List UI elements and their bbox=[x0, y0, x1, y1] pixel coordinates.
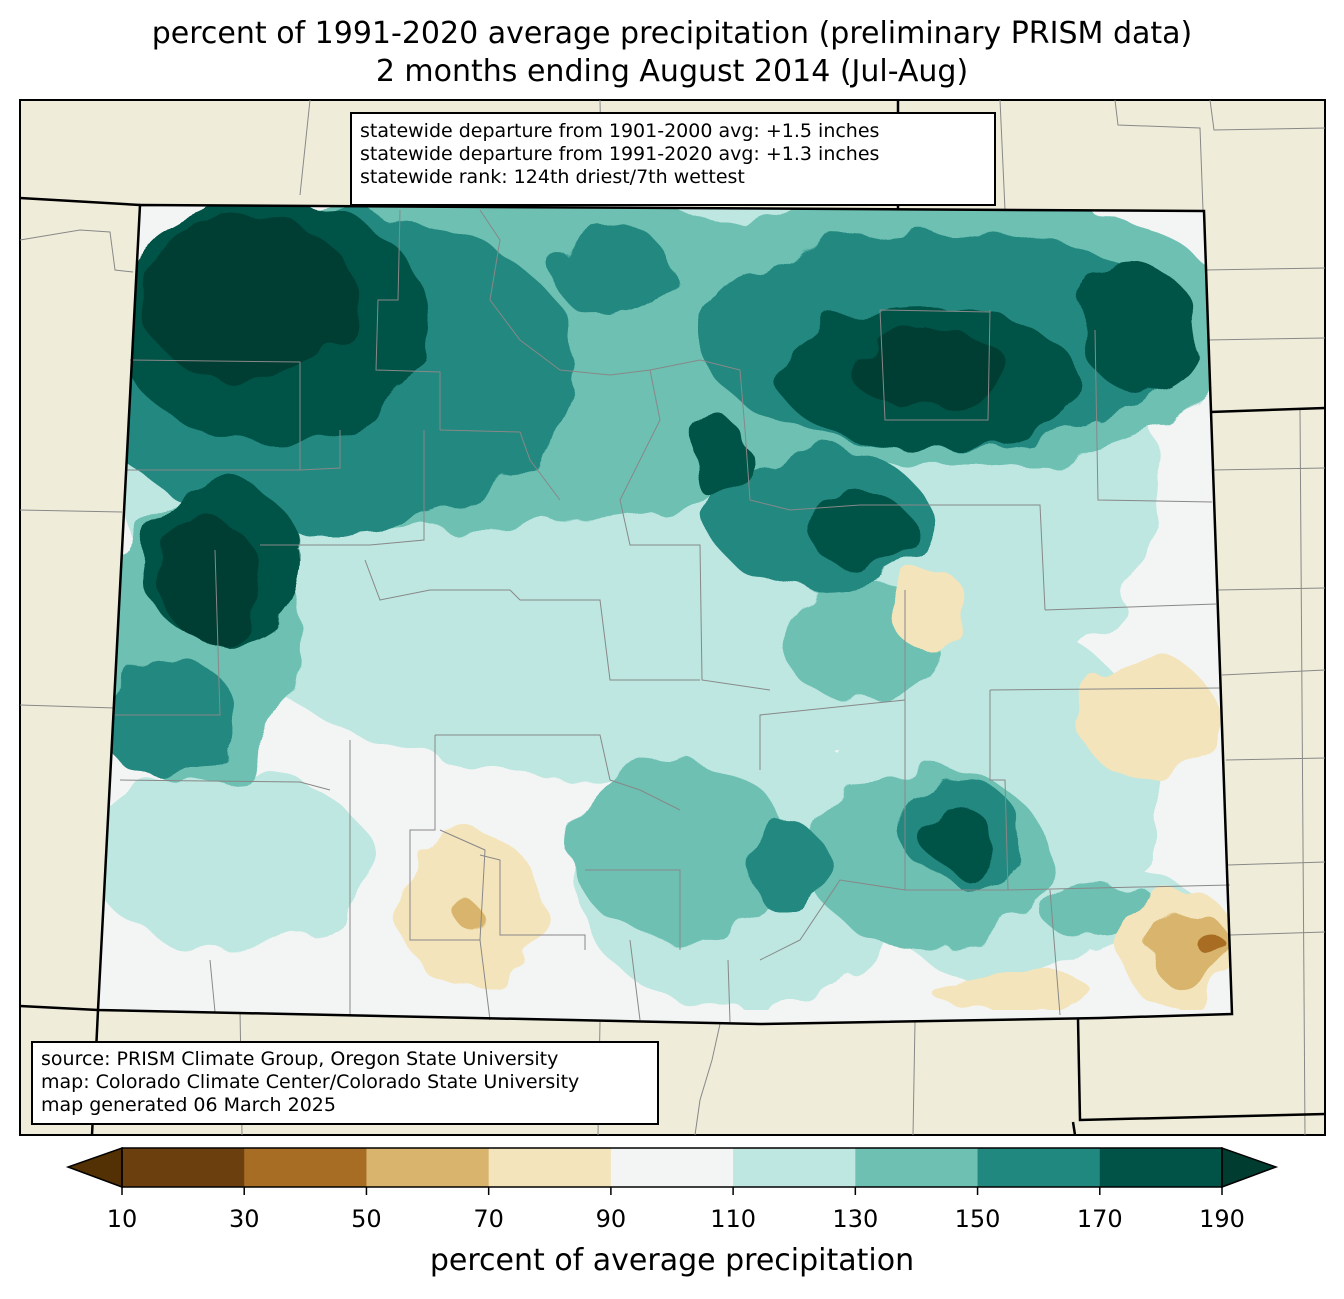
colorbar-tick-label: 130 bbox=[832, 1205, 879, 1233]
colorbar-segment bbox=[488, 1148, 612, 1187]
stats-line-2: statewide departure from 1991-2020 avg: … bbox=[360, 143, 880, 165]
colorbar bbox=[65, 1146, 1279, 1195]
colorbar-segment bbox=[366, 1148, 490, 1187]
precipitation-field bbox=[98, 205, 1232, 1024]
stats-line-3: statewide rank: 124th driest/7th wettest bbox=[360, 166, 745, 188]
colorbar-tick-label: 70 bbox=[473, 1205, 504, 1233]
source-box: source: PRISM Climate Group, Oregon Stat… bbox=[31, 1041, 659, 1125]
colorbar-tick-label: 50 bbox=[351, 1205, 382, 1233]
colorbar-tick-label: 90 bbox=[595, 1205, 627, 1233]
stats-line-1: statewide departure from 1901-2000 avg: … bbox=[360, 120, 880, 142]
colorbar-segment bbox=[122, 1148, 245, 1187]
colorbar-tick-label: 30 bbox=[228, 1205, 260, 1233]
map-title-line-1: percent of 1991-2020 average precipitati… bbox=[151, 16, 1193, 51]
colorbar-under-arrow bbox=[65, 1146, 123, 1189]
colorbar-segment bbox=[610, 1148, 734, 1187]
colorbar-label: percent of average precipitation bbox=[429, 1243, 915, 1278]
source-line-3: map generated 06 March 2025 bbox=[41, 1094, 336, 1116]
colorbar-tick-label: 110 bbox=[710, 1205, 757, 1233]
map-title-line-2: 2 months ending August 2014 (Jul-Aug) bbox=[375, 54, 969, 89]
source-line-2: map: Colorado Climate Center/Colorado St… bbox=[41, 1071, 580, 1093]
neighbor-boundaries bbox=[19, 99, 1326, 1136]
colorbar-tick-label: 170 bbox=[1076, 1205, 1123, 1233]
colorbar-tick-label: 10 bbox=[106, 1205, 138, 1233]
colorbar-tick-label: 150 bbox=[954, 1205, 1001, 1233]
colorbar-over-arrow bbox=[1221, 1146, 1279, 1189]
colorbar-segment bbox=[733, 1148, 856, 1187]
colorbar-segment bbox=[977, 1148, 1101, 1187]
colorbar-segment bbox=[855, 1148, 979, 1187]
statewide-stats-box: statewide departure from 1901-2000 avg: … bbox=[350, 112, 996, 206]
source-line-1: source: PRISM Climate Group, Oregon Stat… bbox=[41, 1048, 559, 1070]
county-boundaries bbox=[115, 209, 1231, 1023]
colorbar-segment bbox=[244, 1148, 367, 1187]
colorado-outline bbox=[96, 203, 1234, 1026]
colorbar-segment bbox=[1099, 1148, 1223, 1187]
colorbar-tick-label: 190 bbox=[1199, 1205, 1245, 1233]
